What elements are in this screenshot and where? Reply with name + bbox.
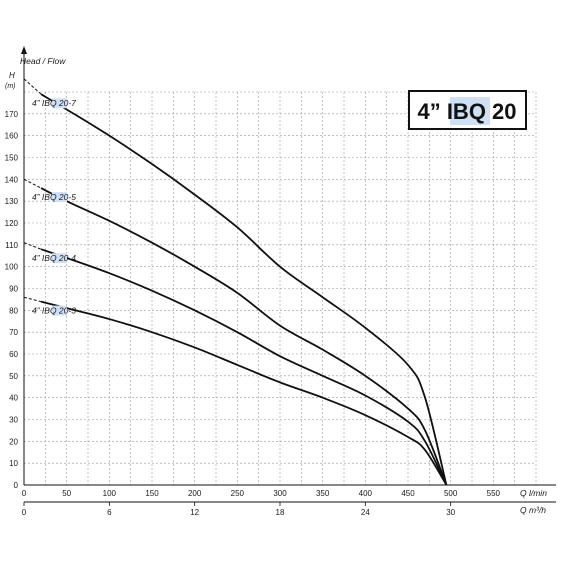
y-tick-label: 50 xyxy=(9,372,18,381)
y-tick-label: 160 xyxy=(5,132,19,141)
y-tick-label: 100 xyxy=(5,263,19,272)
curve-label-highlight xyxy=(52,192,67,203)
curve-extrapolation xyxy=(23,178,42,189)
x-axis-title-secondary: Q m³/h xyxy=(520,505,546,515)
y-tick-label: 60 xyxy=(9,350,18,359)
performance-curve xyxy=(40,93,448,486)
y-tick-label: 140 xyxy=(5,175,19,184)
x-tick-label: 300 xyxy=(273,489,287,498)
x-tick-label: 150 xyxy=(145,489,159,498)
curve-label: 4” IBQ 20-3 xyxy=(32,306,76,316)
x-secondary-tick-label: 0 xyxy=(22,508,27,517)
y-tick-label: 20 xyxy=(9,437,18,446)
y-tick-label: 150 xyxy=(5,154,19,163)
curve-label-highlight xyxy=(52,305,67,316)
curve-label: 4” IBQ 20-7 xyxy=(32,98,76,108)
x-tick-label: 350 xyxy=(316,489,330,498)
y-tick-label: 10 xyxy=(9,459,18,468)
x-tick-label: 100 xyxy=(103,489,117,498)
grid xyxy=(24,91,537,485)
x-secondary-tick-label: 24 xyxy=(361,508,370,517)
curve-extrapolation xyxy=(23,242,42,250)
x-secondary-tick-label: 18 xyxy=(276,508,285,517)
y-tick-label: 90 xyxy=(9,285,18,294)
performance-curve xyxy=(40,300,448,486)
x-tick-label: 50 xyxy=(62,489,71,498)
x-axis-title: Q l/min xyxy=(520,488,547,498)
x-tick-label: 400 xyxy=(359,489,373,498)
x-tick-label: 0 xyxy=(22,489,27,498)
curve-labels: 4” IBQ 20-7 4” IBQ 20-5 4” IBQ 20-4 4” IBQ … xyxy=(32,98,76,316)
curve-label: 4” IBQ 20-4 xyxy=(32,253,76,263)
performance-curve xyxy=(40,187,448,486)
x-tick-label: 550 xyxy=(487,489,501,498)
curve-label: 4” IBQ 20-5 xyxy=(32,192,76,202)
x-tick-label: 250 xyxy=(231,489,245,498)
curves xyxy=(23,78,448,486)
y-axis-unit: (m) xyxy=(5,83,16,90)
y-tick-label: 0 xyxy=(14,481,19,490)
x-secondary-tick-label: 30 xyxy=(446,508,455,517)
chart-title: 4” IBQ 20 xyxy=(417,99,516,124)
y-tick-label: 80 xyxy=(9,306,18,315)
curve-extrapolation xyxy=(23,78,42,95)
y-tick-label: 170 xyxy=(5,110,19,119)
y-tick-label: 110 xyxy=(5,241,18,250)
x-tick-label: 500 xyxy=(444,489,458,498)
y-tick-label: 70 xyxy=(9,328,18,337)
axes xyxy=(21,46,556,503)
y-tick-label: 40 xyxy=(9,394,18,403)
y-tick-label: 120 xyxy=(5,219,19,228)
x-secondary-tick-label: 6 xyxy=(107,508,112,517)
tick-labels: 0102030405060708090100110120130140150160… xyxy=(5,110,501,517)
x-tick-label: 200 xyxy=(188,489,202,498)
curve-label-highlight xyxy=(52,98,67,109)
y-axis-arrow xyxy=(21,46,27,54)
y-tick-label: 130 xyxy=(5,197,19,206)
curve-label-highlight xyxy=(52,253,67,264)
y-axis-label: H xyxy=(9,71,15,80)
x-tick-label: 450 xyxy=(401,489,415,498)
y-tick-label: 30 xyxy=(9,416,18,425)
curve-extrapolation xyxy=(23,296,42,303)
title-box: 4” IBQ 20 xyxy=(408,90,527,130)
x-secondary-tick-label: 12 xyxy=(190,508,199,517)
y-axis-title: Head / Flow xyxy=(20,56,66,66)
performance-curve xyxy=(40,248,448,486)
